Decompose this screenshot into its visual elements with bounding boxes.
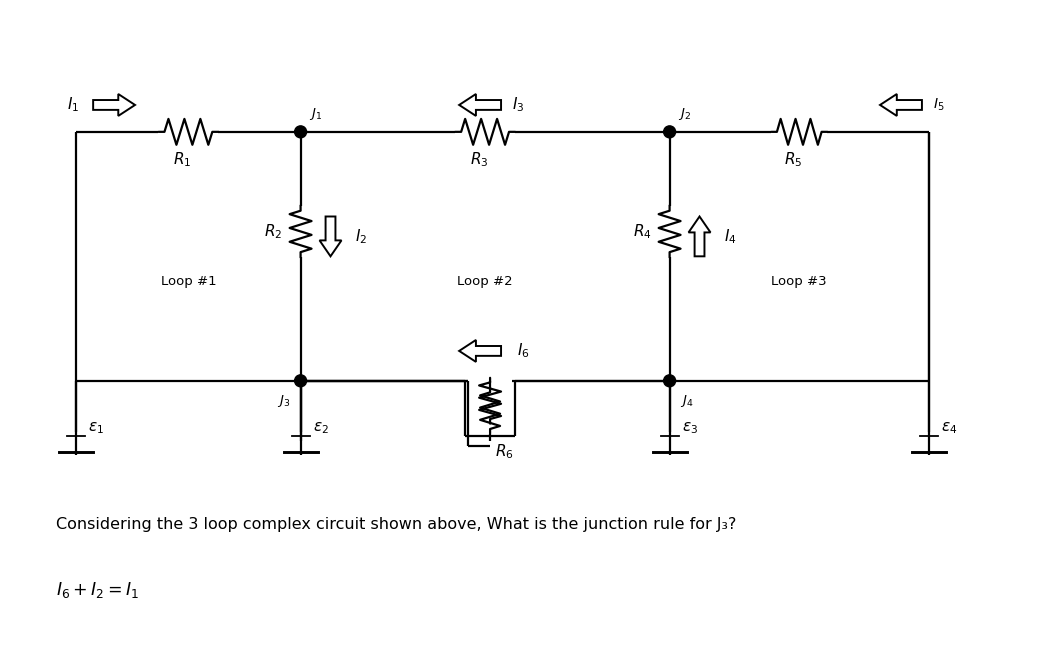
Polygon shape: [319, 216, 341, 256]
Text: $R_5$: $R_5$: [784, 151, 803, 169]
Text: Loop #2: Loop #2: [457, 274, 513, 288]
Circle shape: [294, 126, 307, 138]
Text: $I_1$: $I_1$: [67, 96, 79, 115]
Text: $\varepsilon_2$: $\varepsilon_2$: [312, 421, 329, 436]
Circle shape: [664, 126, 675, 138]
Text: Loop #1: Loop #1: [161, 274, 216, 288]
Text: $\varepsilon_3$: $\varepsilon_3$: [682, 421, 697, 436]
Circle shape: [664, 375, 675, 387]
Text: $R_6$: $R_6$: [495, 442, 514, 462]
Text: $R_4$: $R_4$: [633, 222, 651, 241]
Text: Considering the 3 loop complex circuit shown above, What is the junction rule fo: Considering the 3 loop complex circuit s…: [56, 517, 737, 532]
Text: $I_6$: $I_6$: [517, 342, 529, 360]
Text: $R_2$: $R_2$: [264, 222, 283, 241]
Circle shape: [294, 375, 307, 387]
Text: $I_5$: $I_5$: [933, 97, 945, 113]
Polygon shape: [459, 94, 501, 116]
Polygon shape: [880, 94, 922, 116]
Text: $\varepsilon_4$: $\varepsilon_4$: [941, 421, 957, 436]
Polygon shape: [459, 340, 501, 362]
Text: $I_6 + I_2 = I_1$: $I_6 + I_2 = I_1$: [56, 580, 139, 600]
Text: $I_2$: $I_2$: [355, 227, 367, 246]
Text: Loop #3: Loop #3: [772, 274, 827, 288]
Text: $J_4$: $J_4$: [680, 393, 693, 409]
Polygon shape: [689, 216, 711, 256]
Text: $\varepsilon_1$: $\varepsilon_1$: [88, 421, 104, 436]
Text: $I_4$: $I_4$: [725, 227, 737, 246]
Text: $J_2$: $J_2$: [678, 106, 690, 122]
Text: $J_3$: $J_3$: [278, 393, 290, 409]
Text: $I_3$: $I_3$: [512, 96, 524, 115]
Text: $J_1$: $J_1$: [309, 106, 322, 122]
Polygon shape: [93, 94, 135, 116]
Text: $R_3$: $R_3$: [470, 151, 489, 169]
Text: $R_1$: $R_1$: [173, 151, 191, 169]
